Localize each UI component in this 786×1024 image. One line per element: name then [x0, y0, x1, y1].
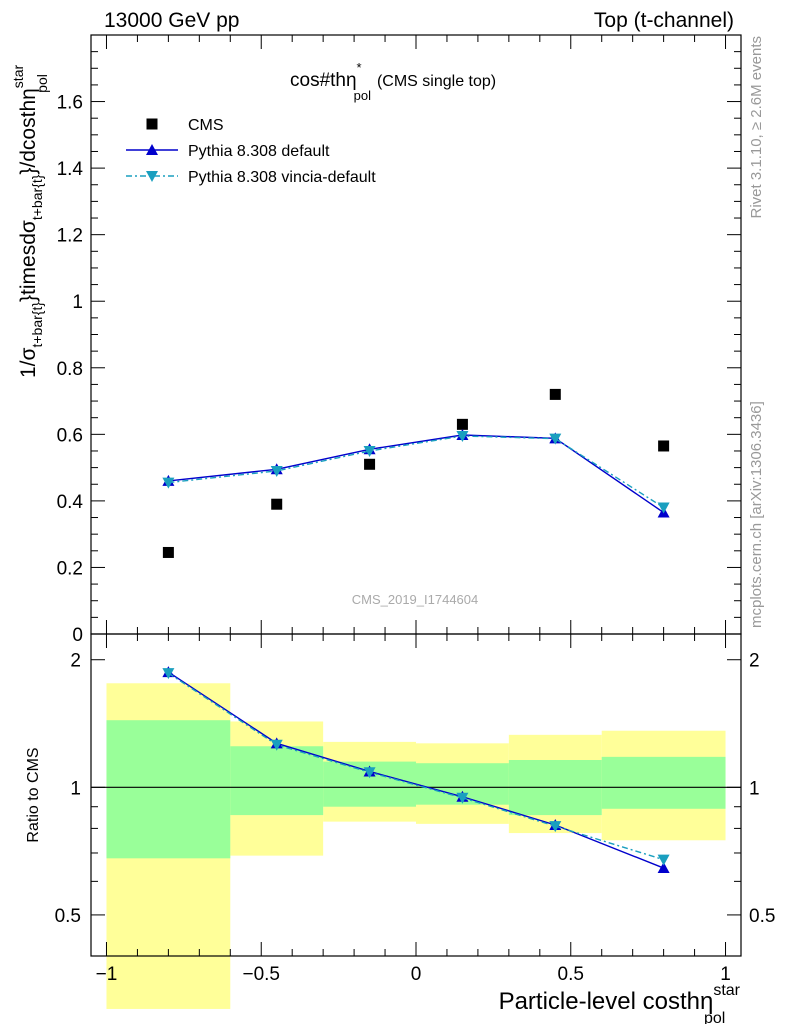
header-left: 13000 GeV pp — [104, 9, 239, 32]
x-tick-label: −0.5 — [242, 964, 280, 985]
y-tick-label: 1.2 — [57, 226, 83, 247]
ratio-y-axis-label: Ratio to CMS — [25, 747, 42, 842]
pythia-vincia-point — [456, 430, 469, 442]
ratio-pythia-vincia-point — [270, 739, 283, 751]
pythia-vincia-line — [168, 435, 664, 509]
pythia-vincia-point — [363, 445, 376, 457]
ratio-pythia-vincia-point — [162, 668, 175, 680]
legend-label: Pythia 8.308 default — [188, 143, 330, 160]
ratio-y-tick-label: 1 — [70, 778, 81, 799]
main-y-axis-label: 1/σt+bar{t}}timesdσt+bar{t}}/dcosthηstar… — [10, 65, 50, 378]
x-tick-label: 0.5 — [558, 964, 584, 985]
y-tick-label: 1 — [72, 292, 83, 313]
pythia-vincia-point — [162, 477, 175, 489]
x-axis-label: Particle-level costhηstar pol — [499, 982, 741, 1024]
cms-data-point — [364, 458, 376, 470]
y-tick-label: 0.4 — [57, 492, 84, 513]
ratio-plot-frame: 0.5 0.5 1 1 2 2 −1 −0.5 0 0.5 1 — [55, 633, 775, 985]
ratio-y-tick-label: 2 — [70, 651, 81, 672]
ratio-y-tick-label-right: 0.5 — [749, 906, 775, 927]
ratio-uncertainty-bands — [106, 683, 726, 1009]
legend: CMS Pythia 8.308 default Pythia 8.308 vinc… — [126, 117, 376, 186]
y-tick-label: 1.6 — [57, 93, 83, 114]
pythia-default-line — [168, 434, 665, 514]
ratio-y-tick-label-right: 1 — [749, 778, 760, 799]
cms-data-point — [658, 440, 670, 452]
pythia-vincia-point — [270, 465, 283, 477]
y-tick-label: 0 — [72, 625, 83, 646]
y-tick-label: 0.2 — [57, 558, 83, 579]
y-tick-label: 1.4 — [57, 159, 84, 180]
plot-title: cos#thη* pol(CMS single top) — [290, 60, 496, 103]
y-tick-label: 0.8 — [57, 359, 83, 380]
rivet-version-label: Rivet 3.1.10, ≥ 2.6M events — [748, 36, 765, 219]
x-tick-label: 0 — [411, 964, 422, 985]
legend-default-marker — [146, 144, 158, 155]
ratio-pythia-default-point — [657, 862, 670, 874]
ratio-pythia-vincia-point — [657, 854, 670, 866]
cms-data-point — [549, 388, 561, 400]
mcplots-label: mcplots.cern.ch [arXiv:1306.3436] — [748, 401, 765, 628]
main-plot-frame: 0 0.2 0.4 0.6 0.8 1 1.2 1.4 1.6 — [57, 34, 742, 646]
ratio-band-inner — [601, 756, 726, 809]
ratio-pythia-vincia-point — [363, 767, 376, 779]
cms-data-point — [271, 498, 283, 510]
y-tick-label: 0.6 — [57, 425, 83, 446]
ratio-band-inner — [230, 746, 324, 816]
ratio-pythia-vincia-point — [549, 821, 562, 833]
ratio-pythia-vincia-line — [167, 672, 664, 861]
legend-label: CMS — [188, 117, 224, 134]
legend-label: Pythia 8.308 vincia-default — [188, 169, 376, 186]
legend-vincia-marker — [146, 171, 158, 182]
cms-data-point — [162, 546, 174, 558]
pythia-vincia-point — [549, 433, 562, 445]
analysis-watermark: CMS_2019_I1744604 — [352, 592, 479, 607]
ratio-band-inner — [106, 720, 231, 859]
ratio-y-tick-label: 0.5 — [55, 906, 81, 927]
header-right: Top (t-channel) — [594, 9, 734, 32]
ratio-pythia-vincia-point — [456, 792, 469, 804]
x-tick-label: −1 — [96, 964, 118, 985]
cms-data-point — [456, 418, 468, 430]
ratio-y-tick-label-right: 2 — [749, 651, 760, 672]
pythia-vincia-point — [657, 502, 670, 514]
x-tick-label: 1 — [720, 964, 731, 985]
legend-cms-marker — [146, 118, 158, 130]
